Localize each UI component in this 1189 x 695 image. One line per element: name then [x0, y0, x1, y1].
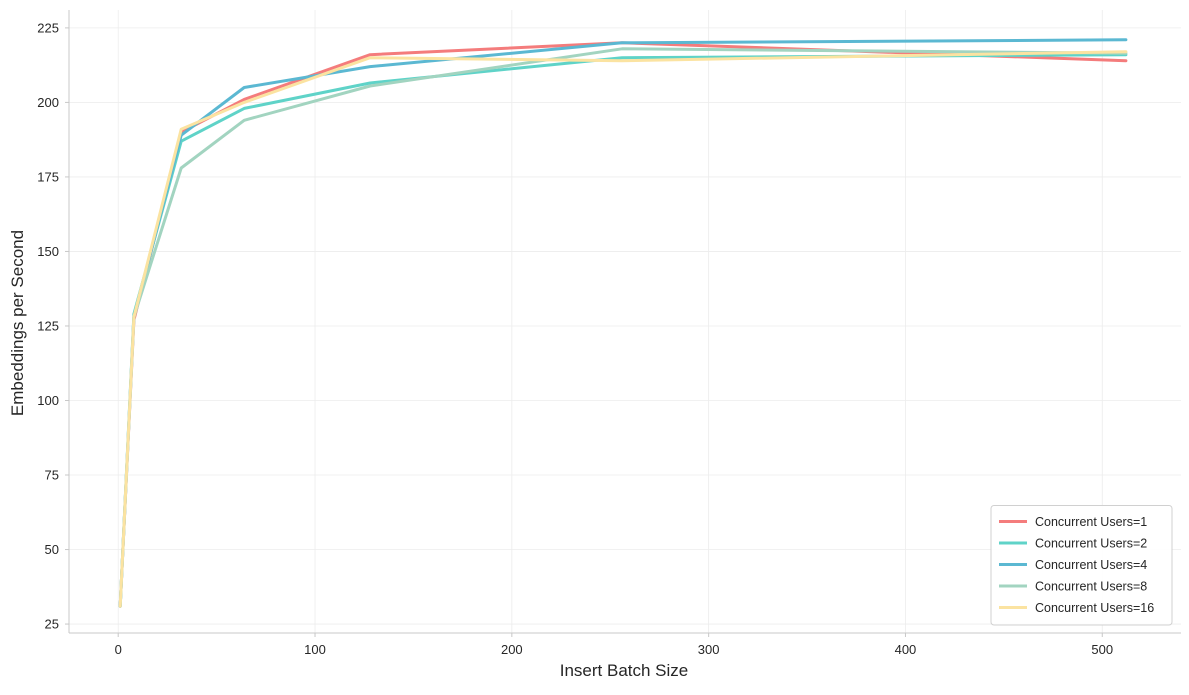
legend-label: Concurrent Users=1 [1035, 515, 1147, 529]
x-axis-title: Insert Batch Size [560, 661, 689, 680]
x-tick-label: 100 [304, 642, 326, 657]
y-tick-label: 225 [37, 20, 59, 35]
y-tick-label: 125 [37, 318, 59, 333]
x-tick-label: 300 [698, 642, 720, 657]
x-tick-label: 200 [501, 642, 523, 657]
series-line-4 [118, 47, 1128, 608]
y-tick-label: 50 [45, 542, 59, 557]
tick-labels: 0 100 200 300 400 500 25 50 75 100 125 150 175 200 225 [37, 20, 1113, 657]
series-line-2 [118, 53, 1128, 608]
y-tick-label: 200 [37, 95, 59, 110]
legend-label: Concurrent Users=8 [1035, 580, 1147, 594]
y-tick-label: 25 [45, 617, 59, 632]
legend-label: Concurrent Users=4 [1035, 558, 1147, 572]
y-tick-label: 150 [37, 244, 59, 259]
series-line-1 [118, 41, 1128, 608]
y-tick-label: 75 [45, 468, 59, 483]
x-tick-label: 400 [895, 642, 917, 657]
legend-label: Concurrent Users=2 [1035, 537, 1147, 551]
series-line-3 [118, 38, 1128, 608]
series-lines [118, 38, 1128, 608]
y-axis-title: Embeddings per Second [8, 230, 27, 416]
y-tick-label: 175 [37, 169, 59, 184]
axes [65, 10, 1181, 637]
x-tick-label: 0 [115, 642, 122, 657]
grid [69, 10, 1181, 633]
legend-box [990, 505, 1173, 626]
legend: Concurrent Users=1 Concurrent Users=2 Conc… [990, 505, 1173, 626]
x-tick-label: 500 [1091, 642, 1113, 657]
legend-label: Concurrent Users=16 [1035, 601, 1154, 615]
series-line-5 [118, 50, 1128, 608]
y-tick-label: 100 [37, 393, 59, 408]
